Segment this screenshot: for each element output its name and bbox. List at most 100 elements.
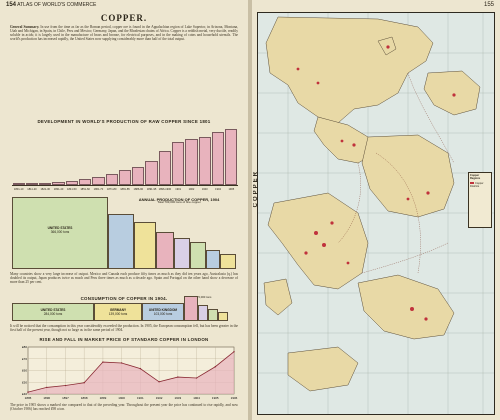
price-point	[139, 367, 142, 370]
price-x-tick-label: 1901	[137, 396, 144, 400]
development-bar-label: 1801-10	[13, 188, 24, 191]
intro-paragraph: General Summary. In use from the time as…	[10, 25, 238, 120]
price-y-tick-label: £40	[22, 392, 27, 396]
development-bar-label: 1851-60	[80, 188, 90, 191]
development-bar	[65, 180, 78, 185]
production-block-japan	[134, 222, 156, 269]
production-block-australasia	[174, 238, 190, 269]
development-bar-label: 1902	[188, 188, 195, 191]
development-bar	[132, 166, 145, 185]
consumption-block-germany: GERMANY 139,000 tons	[94, 303, 142, 321]
map-landmass-greenland	[263, 278, 293, 316]
development-bar	[158, 151, 172, 185]
production-block-canada	[220, 254, 236, 269]
consumption-chart-subtitle: Total 675,000 tons	[188, 295, 212, 299]
development-bar	[78, 179, 92, 185]
development-bar	[211, 131, 225, 185]
development-bar-label: 1891-95	[146, 188, 157, 191]
development-bar	[225, 129, 238, 185]
consumption-block-other-1	[198, 305, 208, 321]
development-bar-label: 1904	[215, 188, 221, 191]
price-point	[233, 351, 235, 353]
price-x-tick-label: 1897	[62, 396, 69, 400]
development-bar-label: 1905	[228, 188, 235, 191]
consumption-block-united-kingdom: UNITED KINGDOM 103,000 tons	[142, 303, 184, 321]
map-landmass-australia	[423, 70, 481, 116]
map-landmass-north-america	[267, 192, 369, 290]
production-block-spain-portugal	[108, 214, 134, 269]
world-map-drawing	[258, 13, 494, 414]
development-bar-label: 1861-70	[93, 188, 104, 191]
price-point	[64, 384, 67, 387]
price-y-tick-label: £50	[22, 380, 27, 384]
development-bar	[145, 161, 158, 185]
development-bar	[52, 182, 65, 185]
consumption-block-other-2	[208, 309, 218, 321]
price-x-tick-label: 1895	[25, 396, 32, 400]
development-bar	[92, 176, 105, 185]
development-bar	[172, 141, 185, 185]
consumption-block-other-3	[218, 312, 228, 321]
production-chart-title: ANNUAL PRODUCTION OF COPPER, 1904	[138, 197, 220, 202]
price-y-tick-label: £70	[22, 357, 27, 361]
price-point	[83, 382, 85, 384]
map-landmass-south-pacific	[287, 346, 359, 392]
development-bar-label: 1903	[201, 188, 208, 191]
development-bar	[12, 183, 25, 185]
map-copper-regions	[296, 45, 456, 321]
development-bar-label: 1841-50	[67, 188, 77, 191]
map-landmass-south-america	[357, 274, 455, 340]
development-bar-label: 1901	[175, 188, 182, 191]
development-bar-label: 1886-90	[133, 188, 144, 191]
price-y-tick-label: £80	[22, 345, 27, 349]
price-point	[46, 386, 48, 389]
development-chart	[12, 127, 238, 186]
development-bar-label: 1896-1900	[158, 188, 172, 191]
development-bar	[39, 183, 52, 185]
world-map	[257, 12, 495, 415]
price-x-tick-label: 1903	[174, 396, 181, 400]
development-bar-label: 1881-85	[120, 188, 130, 191]
map-legend-heading: Copper Regions	[470, 174, 481, 180]
price-x-tick-label: 1902	[156, 396, 163, 400]
development-bar	[198, 137, 211, 185]
map-legend-item: Copper Districts	[470, 182, 484, 188]
development-bar-label: 1821-30	[40, 188, 50, 191]
left-running-title: ATLAS OF WORLD'S COMMERCE	[17, 2, 97, 8]
price-point	[214, 366, 216, 368]
consumption-label-united-states: UNITED STATES 284,000 tons	[40, 308, 66, 316]
price-point	[120, 362, 123, 364]
price-y-tick-label: £60	[22, 369, 27, 373]
production-label-united-states: UNITED STATES 366,000 tons	[47, 226, 73, 234]
legend-swatch	[470, 182, 474, 184]
consumption-paragraph: It will be noticed that the consumption …	[10, 324, 238, 333]
price-point	[177, 376, 179, 378]
price-point	[102, 361, 104, 363]
page-gutter	[248, 0, 252, 420]
price-paragraph: The price in 1905 shows a marked rise co…	[10, 403, 238, 412]
intro-text: In use from the time as far as the Roman…	[10, 25, 238, 42]
consumption-block-united-states: UNITED STATES 284,000 tons	[12, 303, 94, 321]
price-point	[158, 381, 160, 383]
consumption-label-united-kingdom: UNITED KINGDOM 103,000 tons	[148, 308, 178, 316]
price-x-tick-label: 1896	[43, 396, 50, 400]
map-shipping-routes	[337, 72, 455, 274]
development-chart-title: DEVELOPMENT IN WORLD'S PRODUCTION OF RAW…	[37, 119, 211, 124]
price-line	[27, 351, 235, 393]
article-title: COPPER.	[100, 13, 148, 23]
development-bar-label: 1831-40	[53, 188, 64, 191]
development-chart-labels: 1801-10 1811-20 1821-30 1831-40 1841-50 1851-…	[12, 186, 238, 194]
price-x-tick-label: 1900	[118, 396, 125, 400]
production-block-chile	[156, 232, 174, 269]
production-block-germany	[206, 250, 220, 269]
development-bar	[25, 183, 39, 185]
consumption-chart-title: CONSUMPTION OF COPPER IN 1904.	[80, 296, 168, 301]
production-chart-caption: ANNUAL PRODUCTION OF COPPER, 1904 Total …	[120, 197, 238, 205]
right-page-number: 155	[483, 2, 494, 8]
development-bar-label: 1811-20	[27, 188, 37, 191]
map-landmass-africa	[361, 134, 455, 218]
price-x-tick-label: 1904	[193, 396, 200, 400]
price-x-tick-label: 1898	[81, 396, 88, 400]
price-point	[27, 391, 29, 393]
